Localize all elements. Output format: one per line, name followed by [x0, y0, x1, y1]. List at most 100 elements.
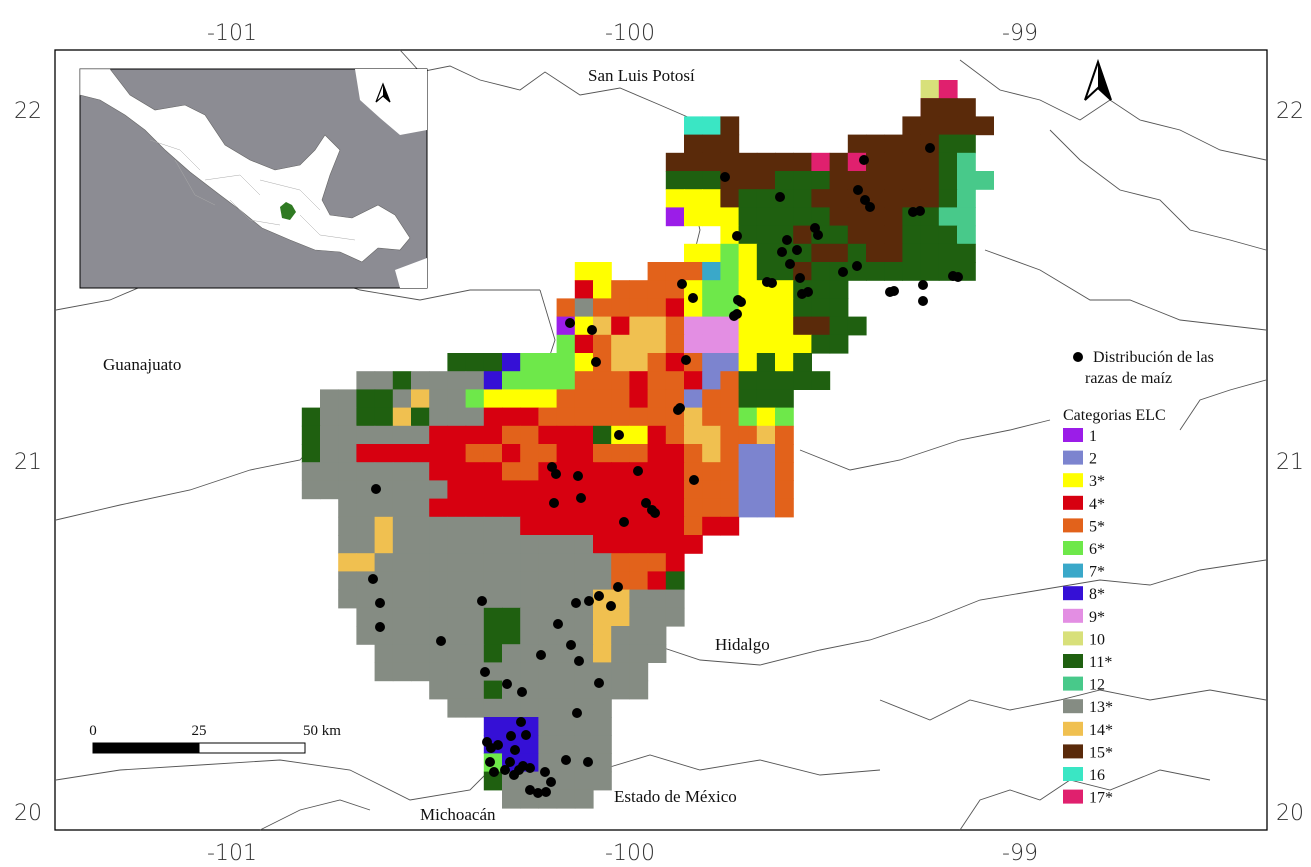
- grid-cell: [629, 298, 649, 318]
- grid-cell: [847, 225, 867, 245]
- distribution-point: [918, 280, 928, 290]
- grid-cell: [756, 444, 776, 463]
- grid-cell: [483, 717, 503, 736]
- legend-label-4: 4*: [1089, 496, 1105, 513]
- distribution-point: [681, 355, 691, 365]
- grid-cell: [465, 353, 485, 372]
- tick-left-2: 21: [14, 450, 42, 475]
- legend-swatch-15: [1063, 744, 1083, 759]
- grid-cell: [647, 280, 667, 299]
- grid-cell: [702, 316, 721, 336]
- grid-cell: [556, 498, 576, 518]
- grid-cell: [665, 480, 685, 500]
- grid-cell: [811, 280, 831, 299]
- grid-cell: [902, 116, 922, 136]
- grid-cell: [811, 243, 831, 263]
- grid-cell: [338, 444, 357, 463]
- grid-cell: [756, 462, 776, 481]
- grid-cell: [884, 189, 903, 208]
- grid-cell: [902, 152, 922, 172]
- label-san-luis-potosi: San Luis Potosí: [588, 66, 695, 85]
- legend-label-16: 16: [1089, 767, 1105, 784]
- distribution-point: [689, 475, 699, 485]
- grid-cell: [574, 535, 594, 554]
- inset-map: [79, 68, 428, 289]
- grid-cell: [447, 644, 467, 663]
- distribution-point: [777, 247, 787, 257]
- grid-cell: [756, 371, 776, 390]
- grid-cell: [920, 243, 940, 263]
- grid-cell: [374, 389, 394, 409]
- legend-swatch-1: [1063, 428, 1083, 442]
- legend-swatch-5: [1063, 518, 1083, 533]
- grid-cell: [702, 407, 721, 427]
- distribution-point: [506, 731, 516, 741]
- grid-cell: [665, 152, 685, 172]
- distribution-point: [606, 601, 616, 611]
- distribution-point: [650, 508, 660, 518]
- distribution-point: [587, 325, 597, 335]
- grid-cell: [756, 189, 776, 208]
- grid-cell: [538, 553, 558, 572]
- label-hidalgo: Hidalgo: [715, 635, 770, 654]
- distribution-point: [953, 272, 963, 282]
- grid-cell: [520, 353, 539, 372]
- grid-cell: [520, 462, 539, 481]
- grid-cell: [647, 298, 667, 318]
- grid-cell: [447, 589, 467, 609]
- grid-cell: [647, 571, 667, 591]
- grid-cell: [301, 444, 321, 463]
- grid-cell: [483, 498, 503, 518]
- grid-cell: [520, 698, 539, 718]
- grid-cell: [392, 589, 412, 609]
- distribution-point: [614, 430, 624, 440]
- distribution-point: [792, 245, 802, 255]
- grid-cell: [574, 680, 594, 700]
- grid-cell: [720, 371, 740, 390]
- grid-cell: [502, 407, 521, 427]
- distribution-point: [795, 273, 805, 283]
- grid-cell: [611, 316, 630, 336]
- grid-cell: [738, 371, 758, 390]
- grid-cell: [447, 407, 467, 427]
- grid-cell: [702, 425, 721, 445]
- grid-cell: [429, 462, 448, 481]
- grid-cell: [411, 480, 430, 500]
- grid-cell: [775, 498, 794, 518]
- grid-cell: [775, 280, 794, 299]
- grid-cell: [392, 498, 412, 518]
- grid-cell: [665, 371, 685, 390]
- grid-cell: [465, 662, 485, 682]
- grid-cell: [520, 662, 539, 682]
- grid-cell: [483, 353, 503, 372]
- grid-cell: [756, 262, 776, 281]
- grid-cell: [538, 535, 558, 554]
- grid-cell: [684, 480, 703, 500]
- distribution-point: [859, 155, 869, 165]
- grid-cell: [720, 189, 740, 208]
- grid-cell: [574, 607, 594, 627]
- grid-cell: [811, 152, 831, 172]
- grid-cell: [647, 516, 667, 536]
- grid-cell: [556, 425, 576, 445]
- legend-swatch-2: [1063, 450, 1083, 465]
- grid-cell: [520, 407, 539, 427]
- grid-cell: [647, 462, 667, 481]
- grid-cell: [647, 407, 667, 427]
- grid-cell: [447, 498, 467, 518]
- grid-cell: [756, 225, 776, 245]
- grid-cell: [338, 589, 357, 609]
- distribution-point: [553, 619, 563, 629]
- grid-cell: [520, 771, 539, 791]
- grid-cell: [556, 516, 576, 536]
- distribution-point: [572, 708, 582, 718]
- grid-cell: [465, 516, 485, 536]
- grid-cell: [465, 425, 485, 445]
- grid-cell: [447, 680, 467, 700]
- grid-cell: [574, 717, 594, 736]
- grid-cell: [957, 207, 976, 227]
- distribution-point: [561, 755, 571, 765]
- grid-cell: [392, 407, 412, 427]
- grid-cell: [665, 462, 685, 481]
- grid-cell: [320, 389, 339, 409]
